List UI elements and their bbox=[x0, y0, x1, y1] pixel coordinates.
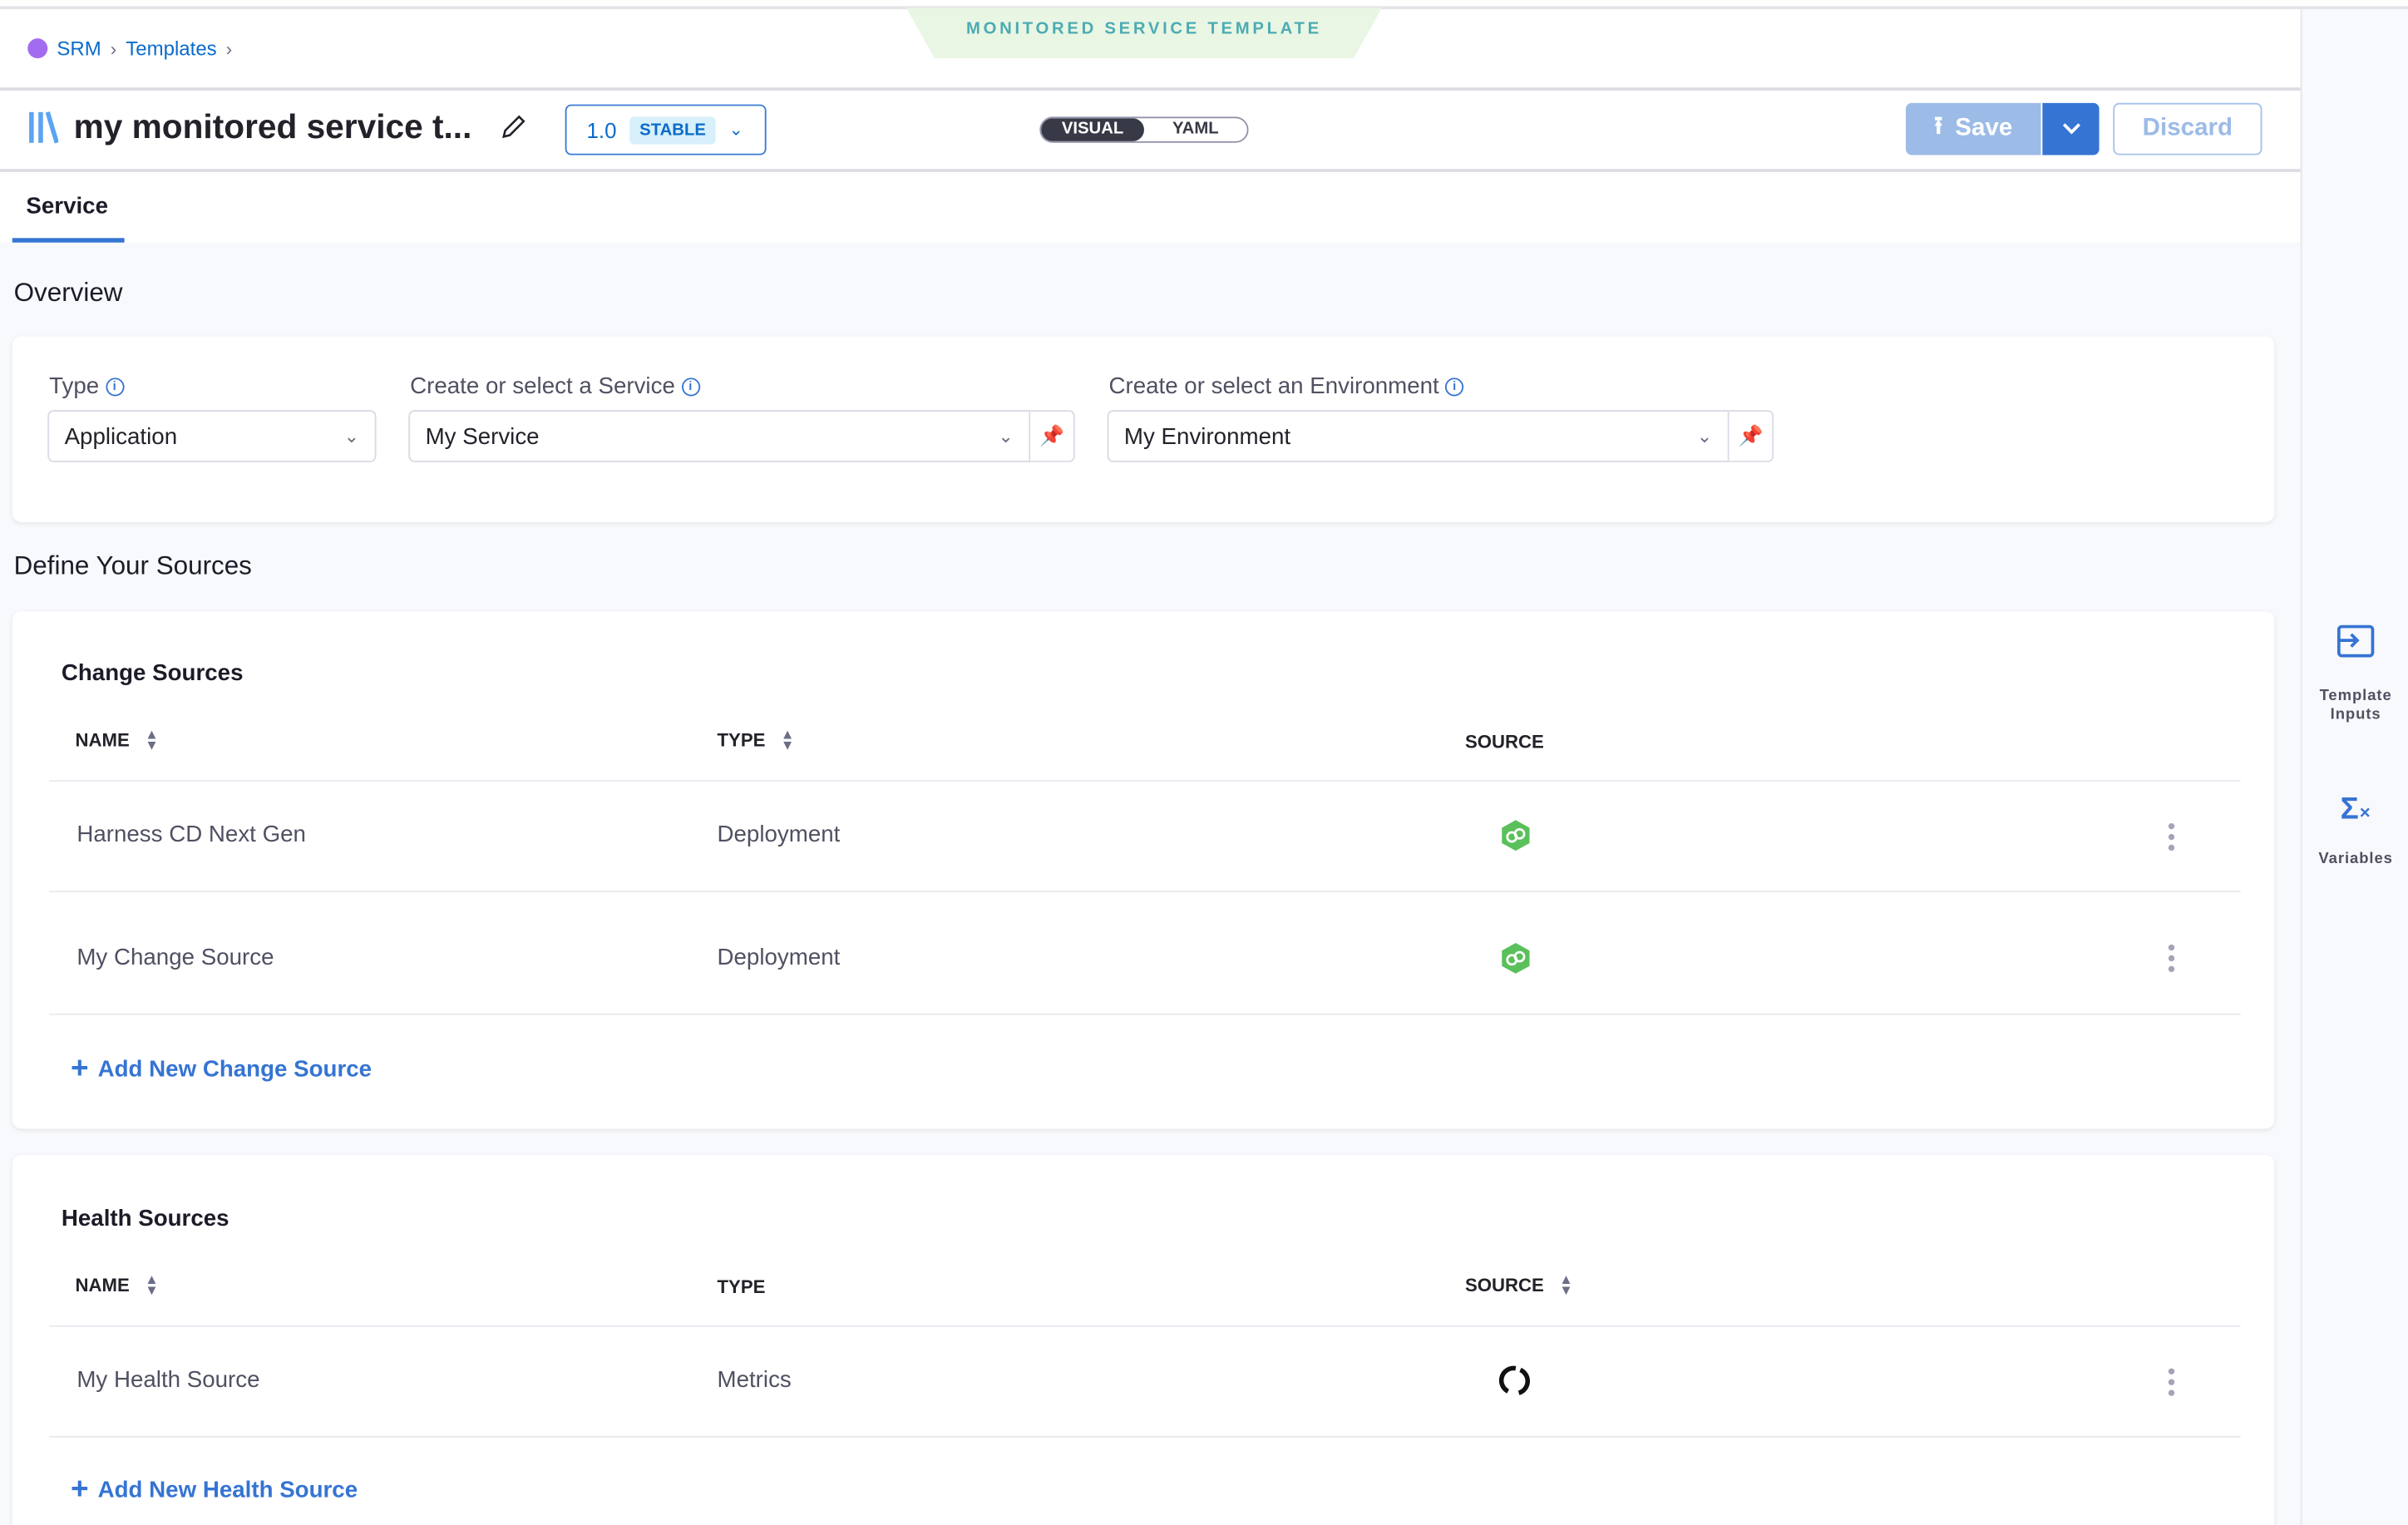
version-selector[interactable]: 1.0 STABLE ⌄ bbox=[565, 104, 767, 155]
divider bbox=[0, 87, 2301, 91]
active-tab-indicator bbox=[12, 238, 125, 243]
info-icon[interactable]: i bbox=[105, 377, 124, 396]
environment-select[interactable]: My Environment ⌄ bbox=[1107, 410, 1730, 462]
save-button-group: ⭱ Save bbox=[1906, 102, 2100, 155]
row-type: Deployment bbox=[717, 944, 841, 971]
visual-yaml-toggle[interactable]: VISUAL YAML bbox=[1039, 116, 1249, 143]
chevron-down-icon bbox=[2062, 123, 2080, 135]
breadcrumb-srm[interactable]: SRM bbox=[57, 37, 101, 61]
chevron-down-icon: ⌄ bbox=[343, 425, 360, 447]
row-name: Harness CD Next Gen bbox=[76, 822, 306, 848]
overview-card: Type i Application ⌄ Create or select a Se… bbox=[12, 336, 2275, 522]
table-row[interactable]: Harness CD Next Gen Deployment bbox=[49, 782, 2241, 891]
right-sidebar: Template Inputs Σ× Variables bbox=[2300, 9, 2408, 1525]
row-type: Metrics bbox=[717, 1366, 792, 1394]
appdynamics-icon bbox=[1498, 1365, 1530, 1395]
save-label: Save bbox=[1955, 115, 2013, 141]
more-options-icon[interactable] bbox=[2168, 944, 2175, 973]
row-name: My Change Source bbox=[76, 944, 274, 971]
divider bbox=[49, 891, 2241, 893]
add-health-source-button[interactable]: + Add New Health Source bbox=[70, 1473, 358, 1507]
breadcrumb: SRM › Templates › bbox=[27, 37, 232, 60]
divider bbox=[49, 1325, 2241, 1327]
template-inputs-icon bbox=[2336, 624, 2375, 658]
sort-icon: ▲ ▼ bbox=[145, 726, 159, 753]
template-name: my monitored service t... bbox=[73, 107, 472, 146]
change-sources-card: Change Sources NAME ▲ ▼ TYPE ▲ ▼ SOURCE Harn… bbox=[12, 611, 2275, 1129]
column-source[interactable]: SOURCE ▲ ▼ bbox=[1464, 1271, 1573, 1298]
variables-icon: Σ× bbox=[2340, 792, 2371, 827]
column-name[interactable]: NAME ▲ ▼ bbox=[75, 1271, 159, 1298]
column-source: SOURCE bbox=[1464, 730, 1544, 753]
chevron-right-icon: › bbox=[225, 37, 233, 60]
pin-icon: 📌 bbox=[1039, 423, 1065, 447]
template-library-icon bbox=[29, 111, 59, 144]
environment-value: My Environment bbox=[1123, 422, 1291, 450]
row-type: Deployment bbox=[717, 822, 841, 848]
add-change-source-button[interactable]: + Add New Change Source bbox=[70, 1052, 373, 1086]
toggle-visual[interactable]: VISUAL bbox=[1041, 118, 1144, 141]
health-sources-card: Health Sources NAME ▲ ▼ TYPE SOURCE ▲ ▼ My H… bbox=[12, 1154, 2275, 1525]
column-name[interactable]: NAME ▲ ▼ bbox=[75, 726, 159, 753]
environment-pin-button[interactable]: 📌 bbox=[1729, 410, 1774, 462]
chevron-down-icon: ⌄ bbox=[1696, 425, 1713, 447]
type-select[interactable]: Application ⌄ bbox=[47, 410, 377, 462]
column-type[interactable]: TYPE ▲ ▼ bbox=[717, 726, 795, 753]
variables-button[interactable]: Σ× Variables bbox=[2302, 792, 2408, 869]
sources-heading: Define Your Sources bbox=[13, 551, 252, 581]
variables-label: Variables bbox=[2318, 851, 2393, 868]
info-icon[interactable]: i bbox=[1445, 377, 1464, 396]
chevron-right-icon: › bbox=[110, 37, 117, 60]
template-inputs-label: Template Inputs bbox=[2319, 688, 2392, 723]
sort-icon: ▲ ▼ bbox=[145, 1271, 159, 1298]
chevron-down-icon: ⌄ bbox=[728, 121, 743, 141]
template-inputs-button[interactable]: Template Inputs bbox=[2302, 624, 2408, 725]
service-select[interactable]: My Service ⌄ bbox=[408, 410, 1031, 462]
row-name: My Health Source bbox=[76, 1366, 260, 1394]
more-options-icon[interactable] bbox=[2168, 822, 2175, 851]
divider bbox=[49, 780, 2241, 782]
save-button[interactable]: ⭱ Save bbox=[1906, 102, 2043, 155]
divider bbox=[49, 1013, 2241, 1015]
harness-cd-icon bbox=[1502, 942, 1530, 974]
health-sources-title: Health Sources bbox=[61, 1205, 229, 1232]
version-label: 1.0 bbox=[586, 117, 617, 142]
table-row[interactable]: My Change Source Deployment bbox=[49, 892, 2241, 1012]
pin-icon: 📌 bbox=[1738, 423, 1764, 447]
plus-icon: + bbox=[70, 1473, 89, 1507]
srm-logo-icon bbox=[27, 38, 48, 59]
save-options-dropdown[interactable] bbox=[2042, 102, 2100, 155]
info-icon[interactable]: i bbox=[681, 377, 700, 396]
change-sources-title: Change Sources bbox=[61, 660, 244, 687]
toggle-yaml[interactable]: YAML bbox=[1172, 120, 1219, 139]
type-label: Type i bbox=[49, 373, 124, 399]
template-type-banner: MONITORED SERVICE TEMPLATE bbox=[905, 7, 1383, 59]
breadcrumb-templates[interactable]: Templates bbox=[126, 37, 217, 61]
service-label: Create or select a Service i bbox=[410, 373, 700, 399]
stable-badge: STABLE bbox=[630, 116, 716, 144]
upload-arrow-icon: ⭱ bbox=[1934, 112, 1943, 140]
harness-cd-icon bbox=[1502, 820, 1530, 851]
overview-heading: Overview bbox=[13, 278, 123, 308]
more-options-icon[interactable] bbox=[2168, 1368, 2175, 1396]
service-value: My Service bbox=[425, 422, 540, 450]
edit-pencil-icon[interactable] bbox=[500, 114, 527, 141]
plus-icon: + bbox=[70, 1052, 89, 1086]
discard-button[interactable]: Discard bbox=[2113, 102, 2262, 155]
service-pin-button[interactable]: 📌 bbox=[1030, 410, 1075, 462]
environment-label: Create or select an Environment i bbox=[1108, 373, 1464, 399]
sort-icon: ▲ ▼ bbox=[780, 726, 795, 753]
divider bbox=[49, 1435, 2241, 1438]
sort-icon: ▲ ▼ bbox=[1559, 1271, 1573, 1298]
table-row[interactable]: My Health Source Metrics bbox=[49, 1327, 2241, 1436]
column-type: TYPE bbox=[717, 1275, 766, 1297]
divider bbox=[0, 169, 2301, 172]
page-title: my monitored service t... bbox=[27, 107, 527, 147]
tab-service[interactable]: Service bbox=[26, 193, 109, 220]
chevron-down-icon: ⌄ bbox=[998, 425, 1014, 447]
type-value: Application bbox=[64, 422, 178, 450]
